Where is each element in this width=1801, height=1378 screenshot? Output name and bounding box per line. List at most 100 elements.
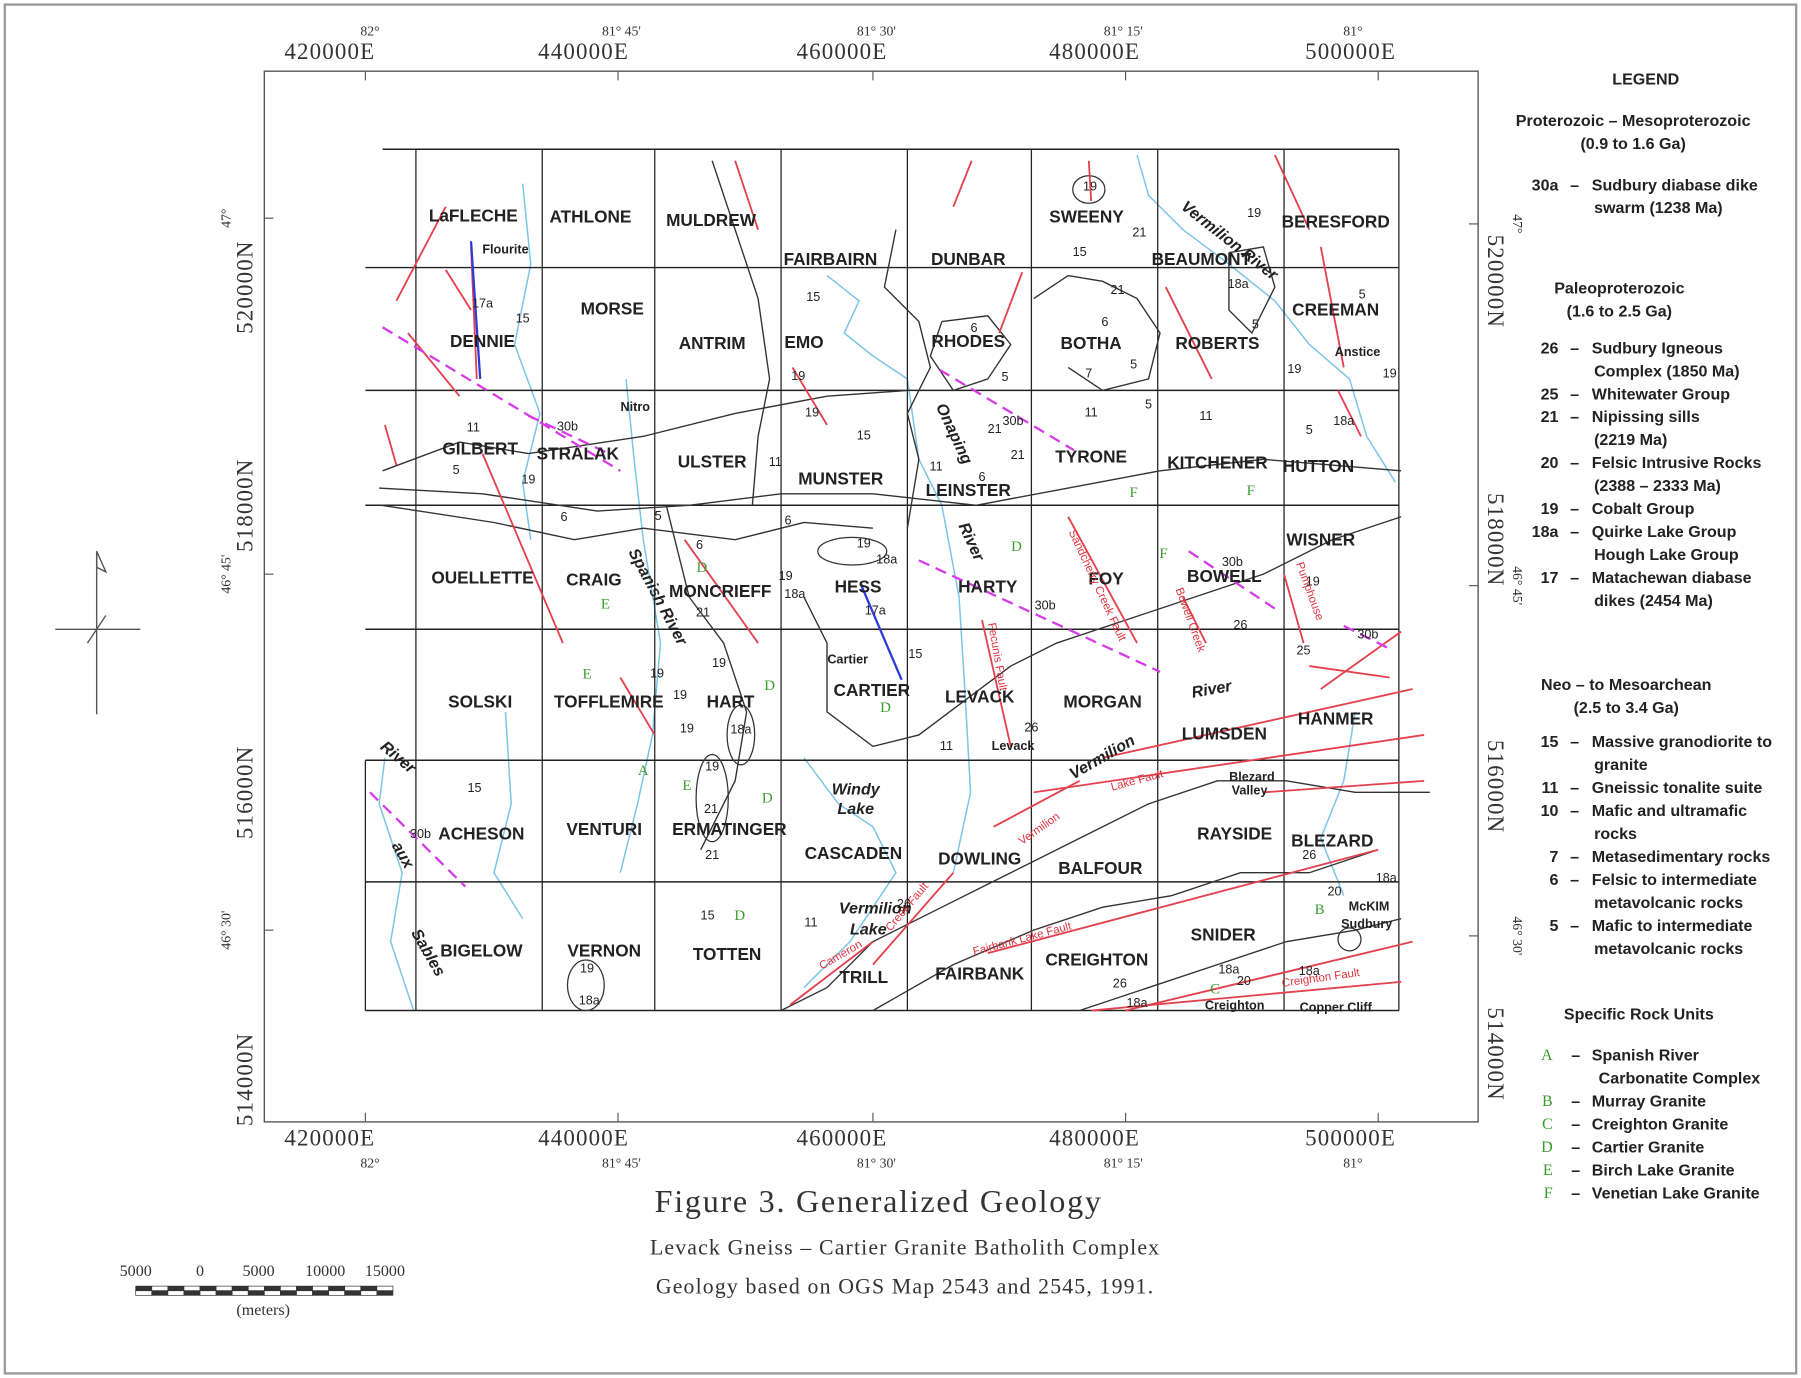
legend-text: (2388 – 2333 Ma) xyxy=(1594,477,1721,495)
township-name: MORGAN xyxy=(1063,691,1141,711)
rock-unit-letter: D xyxy=(764,678,775,694)
legend-text: Hough Lake Group xyxy=(1594,546,1739,564)
legend-separator: – xyxy=(1570,454,1579,472)
legend-code: 19 xyxy=(1541,500,1559,518)
legend-separator: – xyxy=(1570,917,1579,935)
northing-label: 516000N xyxy=(1483,740,1508,833)
easting-label: 480000E xyxy=(1049,1126,1140,1151)
township-name: TOTTEN xyxy=(693,944,762,964)
unit-label: 19 xyxy=(805,406,819,420)
unit-label: 6 xyxy=(561,510,568,524)
unit-label: 20 xyxy=(1328,885,1342,899)
legend-text: Mafic to intermediate xyxy=(1592,917,1753,935)
fault xyxy=(999,272,1022,333)
unit-label: 21 xyxy=(988,422,1002,436)
easting-label: 500000E xyxy=(1305,1126,1396,1151)
scale-segment xyxy=(200,1291,216,1296)
unit-label: 19 xyxy=(791,369,805,383)
water-label: River xyxy=(955,520,989,565)
township-name: LEINSTER xyxy=(926,480,1012,500)
figure-source: Geology based on OGS Map 2543 and 2545, … xyxy=(656,1274,1154,1298)
unit-label: 19 xyxy=(779,569,793,583)
geologic-contact xyxy=(666,505,746,850)
legend-text: Cobalt Group xyxy=(1592,500,1695,518)
unit-label: 17a xyxy=(472,297,494,311)
rock-unit-letter: D xyxy=(696,560,707,576)
unit-label: 18a xyxy=(1127,996,1149,1010)
legend-text: Sudbury diabase dike xyxy=(1592,176,1758,194)
unit-label: 19 xyxy=(1306,575,1320,589)
easting-label: 420000E xyxy=(284,1126,375,1151)
township-name: TOFFLEMIRE xyxy=(554,691,664,711)
easting-label: 420000E xyxy=(284,39,375,64)
legend-text: Spanish River xyxy=(1592,1047,1699,1065)
township-name: EMO xyxy=(784,332,823,352)
township-name: ERMATINGER xyxy=(672,819,787,839)
township-name: SWEENY xyxy=(1049,207,1124,227)
unit-label: 21 xyxy=(696,606,710,620)
water-label: Onaping xyxy=(932,400,976,467)
township-name: CARTIER xyxy=(834,680,911,700)
unit-label: 15 xyxy=(806,290,820,304)
unit-label: 17a xyxy=(865,603,887,617)
legend-code: E xyxy=(1543,1162,1553,1179)
northing-label: 520000N xyxy=(232,240,257,333)
latitude-label: 47° xyxy=(1510,214,1525,233)
legend-code: 11 xyxy=(1542,779,1559,797)
township-name: OUELLETTE xyxy=(431,567,533,587)
legend-text: metavolcanic rocks xyxy=(1594,894,1743,912)
township-name: ULSTER xyxy=(678,451,747,471)
legend-text: metavolcanic rocks xyxy=(1594,940,1743,958)
legend-separator: – xyxy=(1570,779,1579,797)
township-name: BOTHA xyxy=(1061,333,1122,353)
township-name: BERESFORD xyxy=(1282,211,1390,231)
unit-label: 26 xyxy=(1302,848,1316,862)
unit-label: 11 xyxy=(769,455,782,469)
northing-label: 518000N xyxy=(1483,493,1508,586)
place-name: Valley xyxy=(1232,784,1268,798)
township-name: FAIRBANK xyxy=(935,963,1025,983)
scale-segment xyxy=(136,1286,152,1291)
scale-segment xyxy=(232,1286,248,1291)
unit-label: 5 xyxy=(1145,398,1152,412)
legend-text: Quirke Lake Group xyxy=(1592,523,1737,541)
township-name: VERNON xyxy=(567,941,641,961)
legend-range: (2.5 to 3.4 Ga) xyxy=(1574,699,1679,717)
legend-text: dikes (2454 Ma) xyxy=(1594,592,1713,610)
unit-label: 18a xyxy=(1333,414,1355,428)
unit-label: 11 xyxy=(1085,406,1098,420)
legend-text: Massive granodiorite to xyxy=(1592,733,1772,751)
scale-label: 10000 xyxy=(305,1263,345,1280)
legend-separator: – xyxy=(1571,1185,1580,1203)
rock-unit-letter: F xyxy=(1159,546,1167,562)
rock-unit-letter: E xyxy=(682,778,691,794)
legend-separator: – xyxy=(1571,1162,1580,1180)
unit-label: 5 xyxy=(1359,287,1366,301)
rock-unit-letter: F xyxy=(1247,483,1255,499)
unit-label: 5 xyxy=(1130,358,1137,372)
unit-label: 15 xyxy=(1073,245,1087,259)
legend-separator: – xyxy=(1570,871,1579,889)
unit-label: 19 xyxy=(705,759,719,773)
township-name: DOWLING xyxy=(938,849,1021,869)
place-name: Copper Cliff xyxy=(1300,1001,1373,1015)
scale-segment xyxy=(329,1291,345,1296)
place-name: Sudbury xyxy=(1341,917,1392,931)
legend-separator: – xyxy=(1570,569,1579,587)
longitude-label: 81° 30' xyxy=(857,23,896,38)
rock-unit-letter: D xyxy=(734,908,745,924)
scale-segment xyxy=(232,1291,248,1296)
scale-segment xyxy=(248,1286,264,1291)
dike xyxy=(919,560,1160,671)
unit-label: 19 xyxy=(1287,362,1301,376)
unit-label: 25 xyxy=(1297,643,1311,657)
township-name: MULDREW xyxy=(666,210,757,230)
unit-label: 15 xyxy=(516,312,530,326)
legend-text: Felsic to intermediate xyxy=(1592,871,1757,889)
legend-text: Nipissing sills xyxy=(1592,408,1700,426)
legend-separator: – xyxy=(1570,848,1579,866)
water-label: River xyxy=(1190,677,1233,702)
scale-segment xyxy=(377,1286,393,1291)
figure-subtitle: Levack Gneiss – Cartier Granite Batholit… xyxy=(650,1235,1160,1259)
rock-unit-letter: B xyxy=(1315,902,1325,918)
